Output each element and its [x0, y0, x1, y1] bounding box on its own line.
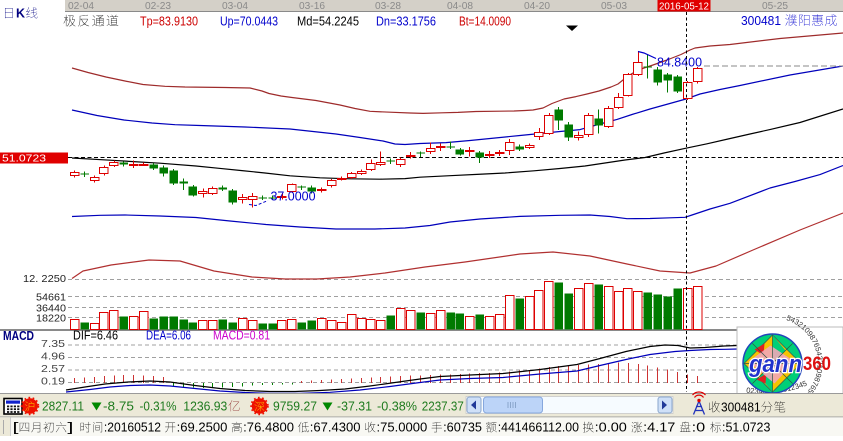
svg-text:360: 360: [803, 354, 831, 375]
svg-text:02-23: 02-23: [145, 1, 171, 12]
svg-text:9759.27: 9759.27: [273, 400, 317, 414]
svg-text:12. 2250: 12. 2250: [23, 273, 66, 285]
svg-text:[: [: [13, 421, 20, 435]
svg-text:4.96: 4.96: [41, 351, 65, 363]
svg-text:-0.38%: -0.38%: [377, 400, 417, 414]
svg-text:0.19: 0.19: [41, 376, 65, 388]
svg-text:84.8400: 84.8400: [657, 56, 702, 70]
svg-text:03-28: 03-28: [375, 1, 401, 12]
svg-text:MACD: MACD: [3, 328, 34, 343]
svg-text::20160512: :20160512: [104, 421, 164, 435]
svg-text:02-04: 02-04: [68, 1, 94, 12]
svg-text::51.0723: :51.0723: [722, 421, 770, 435]
svg-text:03-04: 03-04: [222, 1, 248, 12]
svg-text::0.00: :0.00: [595, 421, 631, 435]
svg-text:04-08: 04-08: [447, 1, 473, 12]
svg-text::60735: :60735: [443, 421, 485, 435]
svg-text:MACD=0.81: MACD=0.81: [213, 329, 270, 343]
svg-text:2016-05-12: 2016-05-12: [659, 1, 709, 13]
svg-text:-8.75: -8.75: [103, 400, 134, 414]
svg-text:03-16: 03-16: [299, 1, 325, 12]
svg-text:DEA=6.06: DEA=6.06: [146, 329, 191, 343]
svg-text::75.0000: :75.0000: [377, 421, 431, 435]
svg-text:2.57: 2.57: [41, 363, 65, 375]
svg-text:54661: 54661: [36, 292, 66, 304]
svg-text::69.2500: :69.2500: [177, 421, 231, 435]
svg-text:18220: 18220: [36, 313, 66, 325]
svg-text:300481: 300481: [741, 14, 781, 28]
svg-text:36440: 36440: [36, 303, 66, 315]
svg-text::4.17: :4.17: [643, 421, 679, 435]
svg-text:05-25: 05-25: [762, 1, 788, 12]
svg-text:2237.37: 2237.37: [422, 400, 464, 414]
svg-text:1236.93: 1236.93: [183, 400, 227, 414]
svg-text:04-20: 04-20: [524, 1, 550, 12]
svg-text:Dn=33.1756: Dn=33.1756: [376, 15, 436, 29]
svg-text:51.0723: 51.0723: [2, 153, 46, 165]
svg-text::0: :0: [692, 421, 710, 435]
svg-text:gann: gann: [748, 351, 802, 378]
svg-text:Tp=83.9130: Tp=83.9130: [140, 15, 198, 29]
svg-text:K: K: [16, 7, 25, 21]
svg-text::441466112.00: :441466112.00: [498, 421, 583, 435]
svg-text:-37.31: -37.31: [337, 400, 372, 414]
svg-text::67.4300: :67.4300: [310, 421, 364, 435]
svg-text:Up=70.0443: Up=70.0443: [220, 15, 278, 29]
svg-text:DIF=6.46: DIF=6.46: [73, 329, 118, 343]
svg-text:Bt=14.0090: Bt=14.0090: [459, 15, 511, 29]
svg-text:]: ]: [67, 421, 79, 435]
svg-text:7.35: 7.35: [41, 338, 65, 350]
svg-text:2827.11: 2827.11: [42, 400, 84, 414]
svg-text:Md=54.2245: Md=54.2245: [297, 15, 359, 29]
svg-text:05-03: 05-03: [601, 1, 627, 12]
svg-text::76.4800: :76.4800: [243, 421, 297, 435]
svg-text:300481: 300481: [721, 400, 761, 415]
svg-text:37.0000: 37.0000: [271, 190, 316, 204]
svg-text:-0.31%: -0.31%: [140, 400, 177, 414]
